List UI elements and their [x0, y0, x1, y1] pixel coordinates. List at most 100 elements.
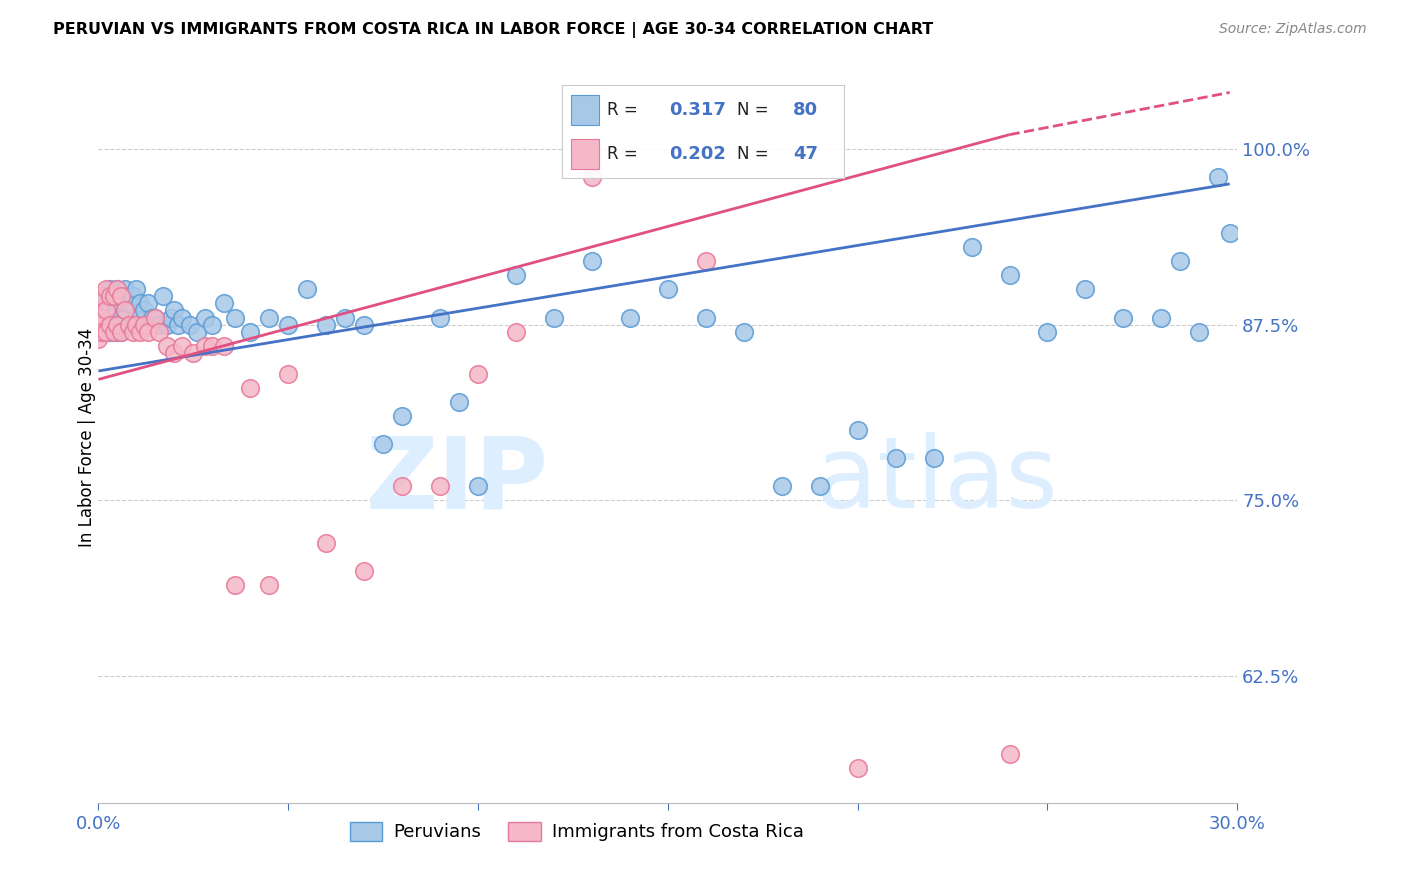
Point	[132, 318, 155, 332]
Point	[114, 310, 136, 325]
Text: 0.202: 0.202	[669, 145, 725, 163]
Point	[148, 325, 170, 339]
Point	[125, 310, 148, 325]
Point	[103, 289, 125, 303]
Point	[87, 303, 110, 318]
Point	[581, 254, 603, 268]
Point	[277, 318, 299, 332]
Point	[114, 303, 136, 318]
Point	[505, 325, 527, 339]
Point	[87, 318, 110, 332]
Text: ZIP: ZIP	[366, 433, 548, 530]
Point	[695, 254, 717, 268]
Point	[91, 325, 114, 339]
Point	[107, 303, 129, 318]
Point	[167, 318, 190, 332]
Point	[733, 325, 755, 339]
Point	[315, 318, 337, 332]
Text: 80: 80	[793, 101, 818, 119]
Point	[110, 325, 132, 339]
Point	[110, 310, 132, 325]
Point	[808, 479, 831, 493]
Point	[259, 310, 281, 325]
Point	[107, 325, 129, 339]
Point	[194, 338, 217, 352]
Point	[239, 381, 262, 395]
Text: R =: R =	[607, 145, 644, 163]
Text: Source: ZipAtlas.com: Source: ZipAtlas.com	[1219, 22, 1367, 37]
Point	[194, 310, 217, 325]
Point	[239, 325, 262, 339]
Point	[156, 338, 179, 352]
Point	[183, 345, 205, 359]
Point	[94, 325, 117, 339]
Y-axis label: In Labor Force | Age 30-34: In Labor Force | Age 30-34	[79, 327, 96, 547]
Point	[103, 325, 125, 339]
Point	[998, 268, 1021, 283]
Point	[163, 303, 186, 318]
Legend: Peruvians, Immigrants from Costa Rica: Peruvians, Immigrants from Costa Rica	[343, 814, 811, 848]
Point	[107, 282, 129, 296]
Point	[98, 303, 121, 318]
Point	[94, 310, 117, 325]
Point	[1150, 310, 1173, 325]
Text: N =: N =	[737, 145, 773, 163]
Point	[98, 318, 121, 332]
Point	[91, 325, 114, 339]
Point	[91, 289, 114, 303]
Point	[1074, 282, 1097, 296]
Point	[121, 318, 143, 332]
Point	[201, 338, 224, 352]
Point	[87, 318, 110, 332]
Point	[170, 310, 193, 325]
Point	[212, 296, 235, 310]
Point	[163, 345, 186, 359]
Point	[1188, 325, 1211, 339]
Point	[118, 318, 141, 332]
Point	[770, 479, 793, 493]
Point	[110, 289, 132, 303]
Point	[581, 169, 603, 184]
Point	[148, 318, 170, 332]
Text: PERUVIAN VS IMMIGRANTS FROM COSTA RICA IN LABOR FORCE | AGE 30-34 CORRELATION CH: PERUVIAN VS IMMIGRANTS FROM COSTA RICA I…	[53, 22, 934, 38]
Point	[110, 325, 132, 339]
Bar	[571, 139, 599, 169]
Point	[107, 318, 129, 332]
Point	[353, 318, 375, 332]
Point	[224, 578, 246, 592]
Point	[212, 338, 235, 352]
Point	[91, 296, 114, 310]
Point	[224, 310, 246, 325]
Text: atlas: atlas	[815, 433, 1057, 530]
Point	[657, 282, 679, 296]
Point	[121, 289, 143, 303]
Point	[118, 296, 141, 310]
Point	[94, 289, 117, 303]
Point	[98, 289, 121, 303]
Point	[87, 303, 110, 318]
Point	[136, 325, 159, 339]
Point	[114, 282, 136, 296]
Point	[121, 325, 143, 339]
Point	[505, 268, 527, 283]
Bar	[571, 95, 599, 125]
Point	[391, 479, 413, 493]
Point	[467, 479, 489, 493]
Point	[91, 310, 114, 325]
Point	[998, 747, 1021, 761]
Point	[543, 310, 565, 325]
Text: N =: N =	[737, 101, 773, 119]
Point	[159, 310, 181, 325]
Point	[846, 423, 869, 437]
Point	[103, 318, 125, 332]
Point	[152, 289, 174, 303]
Point	[1170, 254, 1192, 268]
Point	[429, 310, 451, 325]
Point	[136, 296, 159, 310]
Point	[179, 318, 201, 332]
Point	[297, 282, 319, 296]
Point	[129, 325, 152, 339]
Point	[132, 303, 155, 318]
Point	[315, 535, 337, 549]
Point	[1036, 325, 1059, 339]
